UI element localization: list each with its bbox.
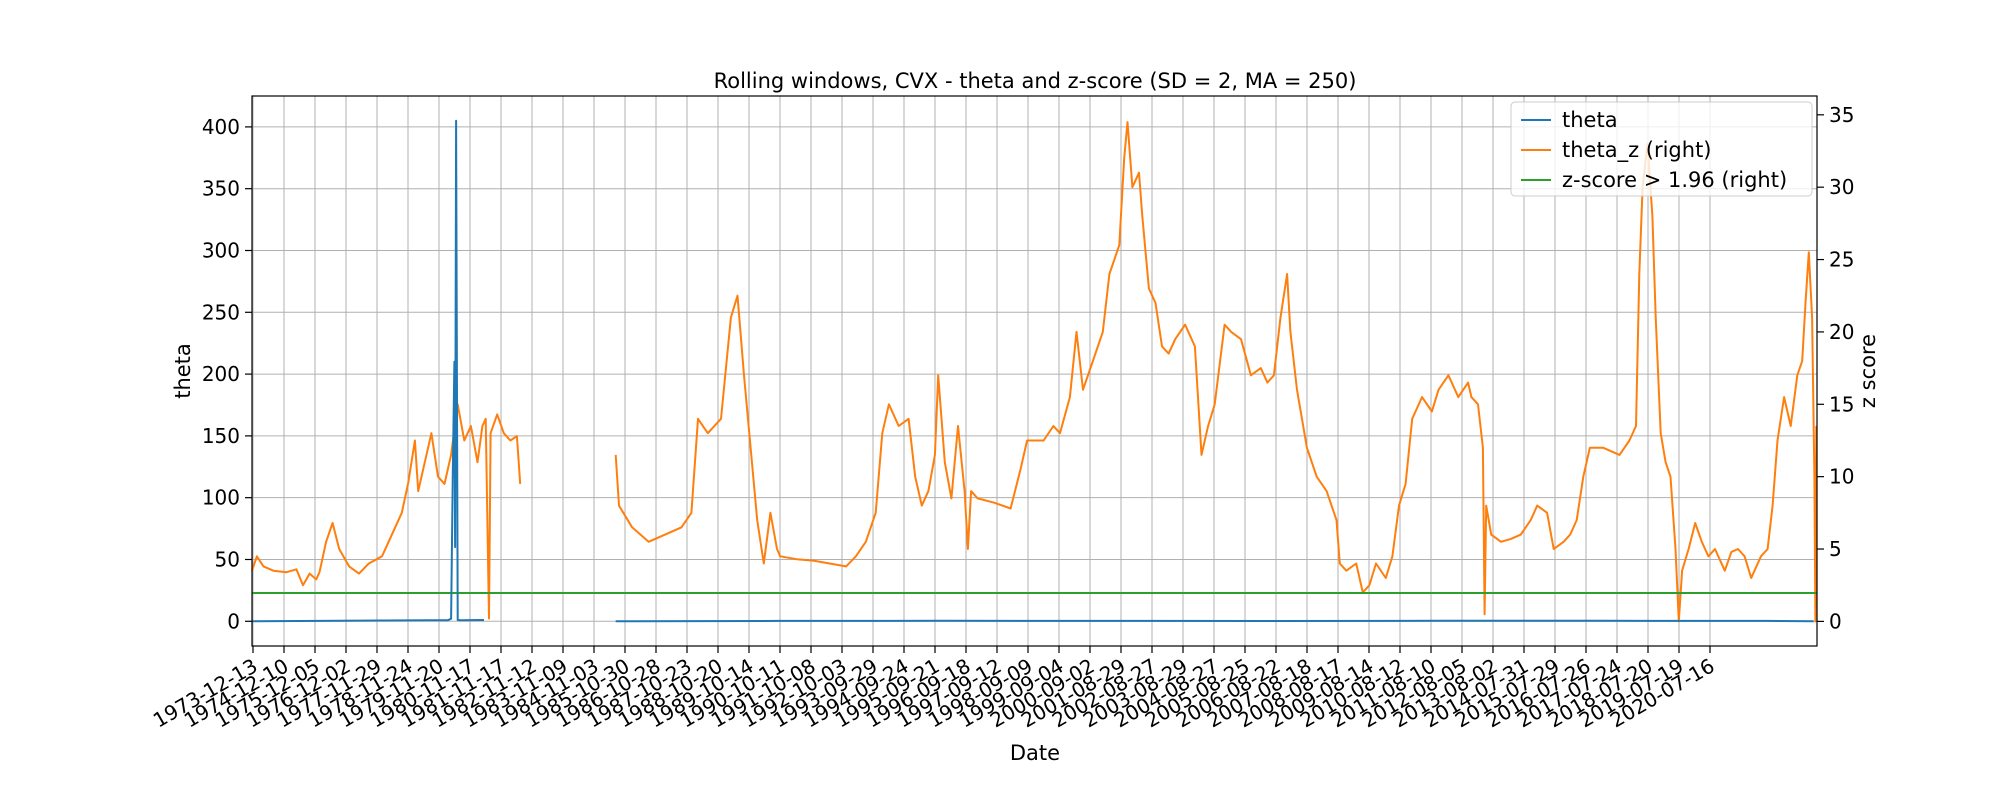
y-tick-label: 250 (202, 300, 240, 324)
y-right-tick-label: 10 (1829, 465, 1854, 489)
chart-title: Rolling windows, CVX - theta and z-score… (714, 69, 1357, 93)
y-tick-label: 200 (202, 362, 240, 386)
y-tick-label: 0 (227, 609, 240, 633)
y-right-tick-label: 5 (1829, 537, 1842, 561)
y-tick-label: 150 (202, 424, 240, 448)
legend: theta theta_z (right) z-score > 1.96 (righ… (1511, 102, 1812, 196)
legend-label: theta_z (right) (1562, 138, 1712, 163)
y-right-tick-label: 35 (1829, 103, 1854, 127)
y-tick-label: 100 (202, 486, 240, 510)
y-right-tick-label: 15 (1829, 392, 1854, 416)
x-axis-title: Date (1010, 741, 1060, 765)
y-right-tick-label: 25 (1829, 248, 1854, 272)
y-axis-right-title: z score (1856, 334, 1880, 408)
y-right-tick-label: 30 (1829, 175, 1854, 199)
y-right-tick-label: 0 (1829, 609, 1842, 633)
series-line-theta (616, 621, 1814, 622)
legend-label: theta (1562, 108, 1618, 132)
y-tick-label: 350 (202, 177, 240, 201)
y-tick-label: 400 (202, 115, 240, 139)
y-axis-title: theta (171, 343, 195, 399)
y-right-tick-label: 20 (1829, 320, 1854, 344)
legend-label: z-score > 1.96 (right) (1562, 168, 1787, 192)
y-tick-label: 300 (202, 238, 240, 262)
y-tick-label: 50 (215, 547, 240, 571)
